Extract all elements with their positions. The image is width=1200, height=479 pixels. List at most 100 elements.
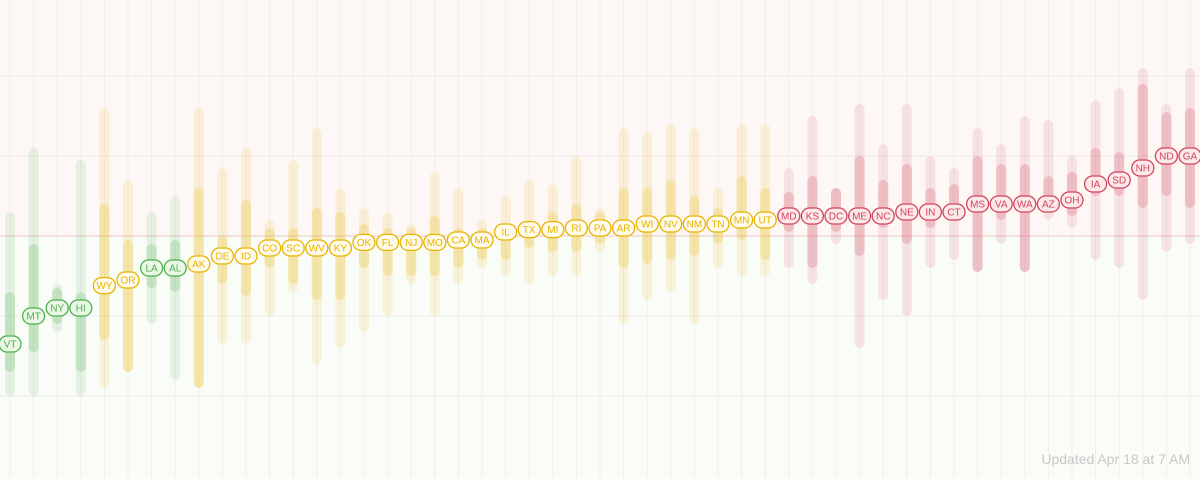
state-pill: [328, 239, 353, 257]
state-marker[interactable]: CO: [257, 239, 282, 257]
state-marker[interactable]: DC: [824, 207, 848, 225]
inner-interval-bar: [972, 156, 983, 272]
state-marker[interactable]: SD: [1107, 171, 1131, 189]
state-marker[interactable]: WI: [635, 215, 659, 233]
state-label: ND: [1159, 152, 1173, 163]
state-marker[interactable]: PA: [588, 219, 612, 237]
state-label: ID: [241, 252, 251, 263]
state-label: UT: [759, 216, 772, 227]
outer-interval-bar: [807, 116, 818, 284]
state-marker[interactable]: NH: [1131, 159, 1155, 177]
state-marker[interactable]: NY: [45, 299, 69, 317]
state-marker[interactable]: HI: [69, 299, 93, 317]
state-marker[interactable]: OR: [116, 271, 140, 289]
state-pill: [517, 220, 541, 239]
state-pill: [1013, 195, 1037, 213]
outer-interval-bar: [760, 124, 771, 276]
state-pill: [1178, 147, 1200, 165]
state-pill: [116, 271, 140, 289]
state-marker[interactable]: AL: [163, 259, 187, 277]
state-label: MO: [427, 238, 443, 249]
state-label: WV: [309, 244, 325, 255]
outer-intervals: [5, 68, 1195, 396]
state-marker[interactable]: ND: [1154, 147, 1179, 165]
outer-interval-bar: [288, 160, 299, 292]
state-marker[interactable]: MS: [965, 195, 990, 213]
state-marker[interactable]: AK: [187, 255, 211, 273]
state-marker[interactable]: WA: [1013, 195, 1037, 213]
state-marker[interactable]: OK: [352, 233, 376, 252]
state-marker[interactable]: OH: [1060, 191, 1084, 209]
state-marker[interactable]: NE: [895, 203, 919, 221]
inner-interval-bar: [99, 204, 110, 340]
state-pill: [234, 247, 258, 265]
state-marker[interactable]: IL: [493, 223, 518, 241]
state-marker[interactable]: TN: [706, 215, 730, 233]
state-label: IA: [1091, 180, 1101, 191]
outer-interval-bar: [571, 156, 582, 276]
state-marker[interactable]: WY: [92, 276, 117, 295]
state-pill: [753, 211, 777, 229]
state-marker[interactable]: MI: [541, 220, 565, 239]
state-marker[interactable]: NC: [871, 207, 895, 225]
state-marker[interactable]: VT: [0, 335, 22, 353]
state-label: RI: [571, 224, 581, 235]
state-marker[interactable]: AZ: [1036, 195, 1061, 213]
state-label: DC: [829, 212, 843, 223]
state-label: IL: [501, 228, 510, 239]
state-marker[interactable]: MT: [21, 307, 46, 325]
state-label: OK: [357, 238, 372, 249]
state-label: KS: [806, 212, 820, 223]
state-label: IN: [925, 208, 935, 219]
state-label: PA: [594, 224, 607, 235]
state-pill: [69, 299, 93, 317]
outer-interval-bar: [193, 108, 204, 388]
state-marker[interactable]: IA: [1083, 175, 1108, 193]
state-label: WY: [96, 281, 112, 292]
state-marker[interactable]: FL: [375, 233, 400, 252]
state-marker[interactable]: LA: [139, 259, 164, 277]
state-marker[interactable]: UT: [753, 211, 777, 229]
state-marker[interactable]: ID: [234, 247, 258, 265]
state-marker[interactable]: GA: [1178, 147, 1200, 165]
state-marker[interactable]: NM: [682, 215, 707, 233]
state-pill: [187, 255, 211, 273]
outer-interval-bar: [241, 148, 251, 344]
state-marker[interactable]: MD: [777, 207, 801, 225]
state-marker[interactable]: ME: [847, 207, 872, 225]
state-marker[interactable]: MN: [729, 211, 754, 229]
state-marker[interactable]: WV: [305, 239, 329, 257]
state-label: MN: [734, 216, 750, 227]
state-pill: [541, 220, 565, 239]
state-pill: [352, 233, 376, 252]
state-pill: [139, 259, 164, 277]
state-marker[interactable]: SC: [281, 239, 305, 257]
state-pill: [824, 207, 848, 225]
state-pill: [777, 207, 801, 225]
state-label: MS: [970, 200, 985, 211]
state-marker[interactable]: DE: [210, 247, 235, 265]
state-marker[interactable]: MO: [423, 233, 447, 252]
state-marker[interactable]: MA: [470, 231, 494, 249]
state-pill: [942, 203, 966, 221]
state-label: TX: [523, 225, 536, 236]
state-marker[interactable]: TX: [517, 220, 541, 239]
state-marker[interactable]: KY: [328, 239, 353, 257]
state-pill: [1083, 175, 1108, 193]
state-marker[interactable]: IN: [918, 203, 943, 221]
state-marker[interactable]: CT: [942, 203, 966, 221]
state-label: CO: [262, 244, 277, 255]
state-marker[interactable]: AR: [611, 219, 636, 237]
state-marker[interactable]: CA: [446, 231, 471, 249]
state-marker[interactable]: NJ: [399, 233, 423, 252]
state-pill: [257, 239, 282, 257]
state-marker[interactable]: NV: [659, 215, 683, 233]
state-marker[interactable]: RI: [564, 219, 589, 237]
inner-interval-bar: [123, 240, 133, 372]
state-marker[interactable]: KS: [800, 207, 825, 225]
outer-interval-bar: [170, 196, 181, 380]
state-label: VA: [995, 200, 1008, 211]
state-pill: [965, 195, 990, 213]
state-marker[interactable]: VA: [989, 195, 1013, 213]
inner-interval-bar: [736, 176, 747, 240]
